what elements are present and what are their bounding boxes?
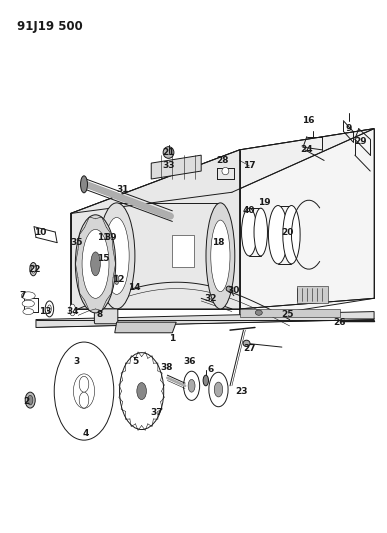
Text: 28: 28 bbox=[216, 156, 229, 165]
Text: 20: 20 bbox=[281, 228, 294, 237]
Text: 18: 18 bbox=[212, 238, 225, 247]
Ellipse shape bbox=[211, 220, 230, 292]
Text: 3: 3 bbox=[73, 358, 79, 367]
Ellipse shape bbox=[69, 304, 75, 316]
Text: 23: 23 bbox=[235, 386, 248, 395]
Ellipse shape bbox=[25, 392, 35, 408]
Text: 7: 7 bbox=[19, 291, 26, 300]
Bar bbox=[172, 235, 194, 266]
Ellipse shape bbox=[137, 383, 146, 400]
Ellipse shape bbox=[206, 203, 235, 309]
Ellipse shape bbox=[183, 371, 200, 400]
Text: 30: 30 bbox=[228, 286, 240, 295]
Ellipse shape bbox=[48, 305, 51, 313]
Ellipse shape bbox=[241, 208, 257, 256]
Ellipse shape bbox=[163, 147, 174, 158]
Text: 14: 14 bbox=[128, 283, 140, 292]
Text: 4: 4 bbox=[83, 429, 89, 438]
Ellipse shape bbox=[74, 374, 94, 408]
Text: 11: 11 bbox=[97, 233, 110, 242]
Text: 8: 8 bbox=[96, 310, 103, 319]
Text: 29: 29 bbox=[354, 138, 367, 147]
Text: 27: 27 bbox=[243, 344, 255, 353]
Ellipse shape bbox=[243, 340, 250, 346]
Ellipse shape bbox=[91, 252, 100, 276]
Polygon shape bbox=[70, 128, 374, 214]
Ellipse shape bbox=[21, 292, 35, 300]
Text: 16: 16 bbox=[303, 116, 315, 125]
Ellipse shape bbox=[188, 379, 195, 392]
Ellipse shape bbox=[222, 167, 229, 175]
Ellipse shape bbox=[31, 265, 35, 273]
Polygon shape bbox=[240, 128, 374, 319]
Text: 21: 21 bbox=[162, 148, 175, 157]
Bar bbox=[297, 286, 328, 303]
Text: 31: 31 bbox=[116, 185, 128, 194]
Ellipse shape bbox=[79, 392, 89, 408]
FancyBboxPatch shape bbox=[94, 309, 118, 324]
Ellipse shape bbox=[79, 376, 89, 392]
Text: 39: 39 bbox=[104, 233, 117, 242]
Ellipse shape bbox=[45, 301, 54, 317]
Ellipse shape bbox=[283, 206, 300, 264]
Ellipse shape bbox=[255, 310, 262, 316]
Ellipse shape bbox=[54, 342, 114, 440]
Polygon shape bbox=[36, 312, 374, 327]
Polygon shape bbox=[151, 155, 201, 179]
Ellipse shape bbox=[98, 203, 135, 309]
Text: 32: 32 bbox=[205, 294, 217, 303]
Polygon shape bbox=[115, 322, 176, 333]
Ellipse shape bbox=[120, 353, 164, 430]
Text: 1: 1 bbox=[169, 334, 175, 343]
Text: 91J19 500: 91J19 500 bbox=[17, 20, 82, 33]
Text: 24: 24 bbox=[301, 146, 313, 155]
Ellipse shape bbox=[203, 375, 209, 386]
Text: 37: 37 bbox=[151, 408, 163, 417]
Ellipse shape bbox=[30, 263, 37, 276]
Text: 9: 9 bbox=[346, 124, 352, 133]
Text: 25: 25 bbox=[281, 310, 294, 319]
Ellipse shape bbox=[214, 382, 223, 397]
Ellipse shape bbox=[269, 206, 288, 264]
Ellipse shape bbox=[114, 275, 119, 285]
Text: 34: 34 bbox=[66, 307, 79, 316]
Text: 12: 12 bbox=[112, 275, 125, 284]
Text: 10: 10 bbox=[34, 228, 46, 237]
Polygon shape bbox=[70, 150, 240, 309]
Text: 38: 38 bbox=[160, 363, 173, 372]
Text: 22: 22 bbox=[28, 265, 40, 273]
Ellipse shape bbox=[75, 215, 116, 313]
Text: 35: 35 bbox=[70, 238, 82, 247]
Ellipse shape bbox=[104, 217, 129, 294]
Ellipse shape bbox=[209, 372, 228, 407]
Ellipse shape bbox=[82, 229, 109, 298]
Ellipse shape bbox=[27, 395, 33, 405]
Text: 26: 26 bbox=[333, 318, 346, 327]
Bar bbox=[240, 309, 339, 317]
Ellipse shape bbox=[254, 208, 267, 256]
Text: 2: 2 bbox=[23, 397, 29, 406]
Text: 36: 36 bbox=[183, 358, 196, 367]
Text: 40: 40 bbox=[243, 206, 255, 215]
Text: 5: 5 bbox=[133, 358, 139, 367]
Text: 15: 15 bbox=[97, 254, 110, 263]
Ellipse shape bbox=[226, 286, 231, 292]
Ellipse shape bbox=[22, 300, 34, 307]
Text: 13: 13 bbox=[39, 307, 52, 316]
Text: 17: 17 bbox=[243, 161, 255, 170]
Ellipse shape bbox=[80, 176, 87, 193]
Text: 33: 33 bbox=[162, 161, 175, 170]
Ellipse shape bbox=[23, 309, 34, 314]
Text: 19: 19 bbox=[258, 198, 271, 207]
Text: 6: 6 bbox=[208, 366, 214, 374]
